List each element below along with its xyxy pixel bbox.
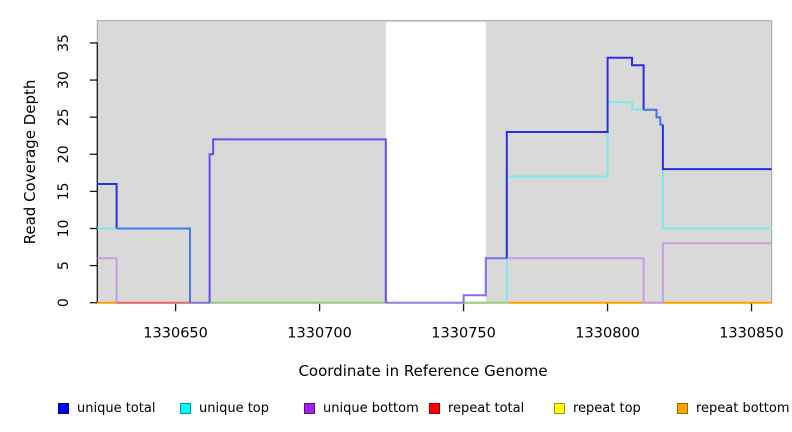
legend-item-repeat-total: repeat total (429, 401, 524, 416)
line-unique-total-tail (661, 124, 772, 171)
x-tick-label: 1330800 (575, 326, 640, 342)
y-tick-label: 10 (56, 220, 72, 238)
masked-region (385, 21, 486, 306)
x-tick-label: 1330700 (287, 326, 352, 342)
y-tick-label: 5 (56, 261, 72, 270)
y-tick-label: 15 (56, 182, 72, 200)
legend-label-unique-top: unique top (199, 401, 270, 416)
y-tick-label: 30 (56, 71, 72, 89)
y-tick-label: 25 (56, 108, 72, 126)
legend-swatch-unique-bottom (304, 403, 315, 414)
legend-swatch-unique-top (180, 403, 191, 414)
y-tick-label: 35 (56, 34, 72, 52)
legend-label-unique-bottom: unique bottom (323, 401, 419, 416)
legend-item-repeat-bottom: repeat bottom (677, 401, 790, 416)
y-axis-title: Read Coverage Depth (21, 80, 39, 245)
x-tick-label: 1330750 (431, 326, 496, 342)
legend-item-unique-total: unique total (58, 401, 155, 416)
y-tick-label: 20 (56, 145, 72, 163)
legend-swatch-unique-total (58, 403, 69, 414)
y-tick-label: 0 (56, 298, 72, 307)
legend-label-repeat-total: repeat total (448, 401, 525, 416)
legend-item-repeat-top: repeat top (554, 401, 641, 416)
legend-swatch-repeat-top (554, 403, 565, 414)
x-tick-label: 1330650 (143, 326, 208, 342)
legend: unique total unique top unique bottom re… (0, 401, 792, 425)
legend-label-repeat-top: repeat top (573, 401, 641, 416)
line-unique-total-merged-stairs (643, 108, 663, 126)
line-unique-bottom-right (506, 242, 772, 304)
line-unique-bottom-left (97, 257, 118, 303)
line-unique-total-over-top (116, 227, 191, 303)
line-unique-total-over-bottom (208, 138, 387, 303)
line-unique-total-left (97, 183, 118, 229)
line-unique-total-right-peak (505, 56, 645, 259)
x-axis-title: Coordinate in Reference Genome (298, 362, 547, 380)
legend-item-unique-top: unique top (180, 401, 269, 416)
chart-generated-layers: 0 5 10 15 20 25 30 35 1330650 1330700 1330750 13308… (56, 20, 784, 342)
legend-swatch-repeat-total (429, 403, 440, 414)
x-tick-label: 1330850 (719, 326, 784, 342)
legend-item-unique-bottom: unique bottom (304, 401, 419, 416)
legend-label-unique-total: unique total (77, 401, 156, 416)
legend-label-repeat-bottom: repeat bottom (696, 401, 790, 416)
legend-swatch-repeat-bottom (677, 403, 688, 414)
line-unique-total-gap-steps (462, 257, 507, 303)
